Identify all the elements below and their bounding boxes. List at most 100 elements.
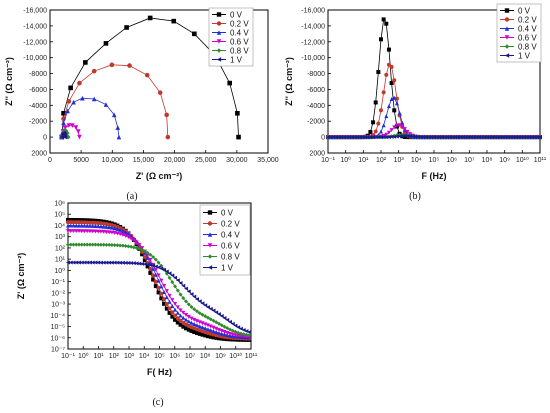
legend-marker [207,221,213,226]
data-point [184,326,189,331]
data-point [91,68,97,74]
legend-marker [216,30,222,35]
data-point [500,135,505,140]
data-point [203,314,208,319]
data-point [156,285,161,290]
data-point [184,299,189,304]
data-point [233,323,238,328]
data-point [386,104,391,109]
data-point [175,305,180,310]
data-point [80,95,85,101]
data-point [87,223,92,228]
legend-marker [216,12,222,17]
data-point [145,255,150,260]
data-point [216,336,221,341]
data-point [79,242,84,247]
data-point [68,223,73,228]
data-point [439,135,444,140]
data-point [74,229,79,234]
data-point [79,218,84,223]
data-point [373,100,378,105]
data-point [203,303,208,308]
legend-marker [207,265,213,270]
data-point [203,333,208,338]
data-point [197,331,202,336]
data-point [205,327,210,332]
data-point [178,292,183,297]
data-point [173,302,178,307]
data-point [77,80,82,86]
data-point [236,333,241,338]
data-point [214,320,219,325]
data-point [162,301,167,306]
data-point [66,242,70,247]
data-point [392,134,397,139]
data-point [123,233,128,238]
x-tick-label: 10,000 [102,157,124,164]
data-point [181,315,186,320]
legend-marker [504,44,510,49]
y-tick-label: -14,000 [301,23,325,30]
legend-label: 0.6 V [518,34,537,43]
data-point [118,227,123,232]
data-point [328,135,333,140]
data-point [203,322,208,327]
x-tick-label: 5000 [73,157,89,164]
data-point [142,255,147,260]
x-tick-label: 10¹ [358,157,369,164]
x-tick-label: 25,000 [195,157,217,164]
data-point [175,278,180,283]
data-point [389,128,394,133]
data-point [109,230,114,235]
data-point [82,218,87,223]
data-point [189,316,194,321]
y-axis-title: Z'' (Ω cm⁻²) [284,57,294,106]
data-point [68,229,73,234]
data-point [93,229,98,234]
y-tick-label: -4000 [29,103,47,110]
data-point [225,333,230,338]
data-point [211,335,216,340]
data-point [167,275,172,280]
data-point [104,260,109,265]
data-point [76,260,81,265]
data-point [227,80,233,86]
data-point [131,261,136,266]
legend-label: 0.8 V [230,47,249,56]
data-point [76,218,81,223]
data-point [112,243,117,248]
data-point [170,273,175,278]
data-point [151,277,156,282]
data-point [326,135,330,140]
data-point [181,296,186,301]
data-point [402,133,407,138]
data-point [167,306,172,311]
data-point [159,278,164,283]
data-point [153,257,158,262]
data-point [238,326,243,331]
y-tick-label: 10⁶ [54,201,65,208]
data-point [98,224,103,229]
data-point [70,123,75,128]
data-point [162,297,167,302]
data-point [68,242,73,247]
data-point [93,242,98,247]
data-point [77,134,82,140]
chart-2: 10⁻¹ 10⁰ 10¹ 10² 10³ 10⁴ 10⁵ 10⁶ 10⁷ 10⁸ 10⁹ 10¹⁰ 10… [16,201,258,409]
data-point [134,240,139,245]
y-tick-label: 10⁴ [54,223,65,230]
data-point [153,268,158,273]
data-point [76,242,81,247]
data-point [197,324,202,329]
x-axis-title: Z' (Ω cm⁻²) [136,171,183,181]
data-point [413,134,418,139]
y-tick-label: -2000 [29,119,47,126]
y-tick-label: 2000 [309,151,325,158]
data-point [503,135,508,140]
data-point [118,260,123,265]
y-tick-label: 10⁻² [51,290,65,297]
data-point [170,314,175,319]
data-point [175,310,180,315]
data-point [236,325,241,330]
x-tick-label: 10⁴ [411,157,422,164]
